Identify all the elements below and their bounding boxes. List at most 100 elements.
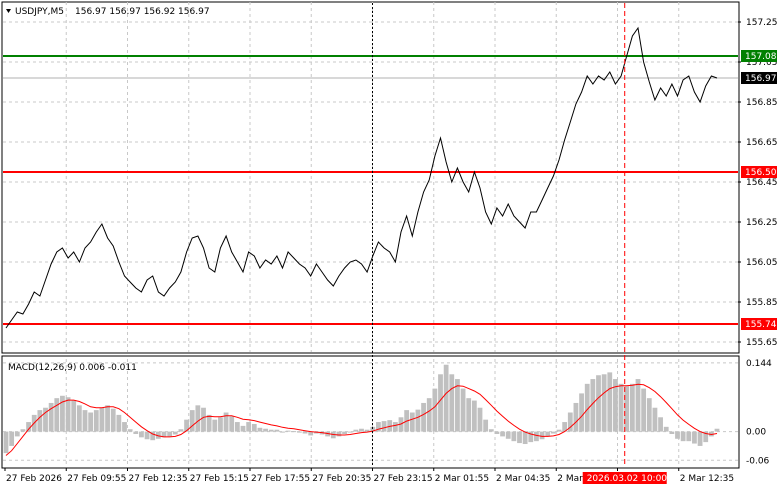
- time-tick-label: 27 Feb 12:35: [129, 474, 188, 484]
- macd-signal-line-group: [5, 383, 718, 456]
- macd-bar: [528, 431, 534, 443]
- time-tick-label: 27 Feb 15:15: [190, 474, 249, 484]
- macd-bar: [127, 429, 133, 432]
- macd-bar: [438, 374, 443, 432]
- macd-bar: [110, 408, 116, 432]
- macd-label: MACD(12,26,9) 0.006 -0.011: [8, 363, 137, 373]
- price-tick-label: 155.65: [746, 338, 778, 348]
- macd-bar: [387, 420, 393, 432]
- macd-bar: [370, 426, 376, 432]
- time-tick-label: 2 Mar 12:35: [680, 474, 734, 484]
- price-line: [5, 26, 718, 329]
- macd-bar: [703, 431, 709, 443]
- price-tick-label: 157.25: [746, 18, 778, 28]
- macd-tick-label: 0.00: [746, 428, 766, 438]
- macd-bar: [184, 419, 189, 432]
- macd-bar: [522, 431, 528, 445]
- macd-bar: [663, 426, 669, 432]
- price-line-group: [5, 26, 718, 329]
- price-tick-label: 155.85: [746, 298, 778, 308]
- macd-bar: [697, 431, 703, 446]
- macd-bar: [150, 431, 156, 441]
- separators: [372, 3, 626, 467]
- macd-bar: [629, 383, 635, 432]
- time-tick-label: 27 Feb 09:55: [67, 474, 126, 484]
- time-tick-label: 2 Mar 04:35: [496, 474, 550, 484]
- macd-bar: [291, 431, 297, 433]
- macd-bar: [268, 429, 274, 432]
- current-price-tag: [741, 72, 777, 84]
- macd-bar: [601, 374, 607, 432]
- macd-histogram: [3, 364, 720, 454]
- macd-bar: [483, 419, 489, 432]
- macd-bar: [246, 422, 252, 432]
- macd-bar: [460, 388, 466, 432]
- macd-bar: [686, 431, 692, 442]
- macd-bar: [556, 429, 562, 432]
- macd-bar: [443, 364, 449, 432]
- price-panel[interactable]: [1, 1, 740, 354]
- price-tick-label: 156.85: [746, 98, 778, 108]
- cursor-time-tag: [582, 472, 667, 484]
- macd-bar: [251, 423, 257, 432]
- macd-bar: [353, 429, 359, 432]
- macd-bar: [172, 431, 178, 435]
- macd-bar: [167, 431, 173, 437]
- time-tick-label: 27 Feb 20:35: [312, 474, 371, 484]
- macd-bar: [432, 388, 438, 432]
- macd-bar: [14, 431, 20, 437]
- macd-bar: [60, 395, 65, 432]
- price-tick-label: 156.45: [746, 178, 778, 188]
- time-tick-label: 2 Mar 01:55: [435, 474, 489, 484]
- macd-bar: [364, 429, 370, 432]
- macd-bar: [280, 431, 285, 433]
- macd-bar: [455, 379, 460, 432]
- macd-bar: [511, 431, 517, 442]
- level-price-tag-label: 155.74: [745, 320, 777, 330]
- macd-bar: [43, 407, 48, 432]
- macd-bar: [297, 431, 302, 433]
- macd-bar: [71, 400, 77, 432]
- macd-bar: [76, 405, 82, 432]
- macd-bar: [534, 431, 539, 442]
- macd-bar: [218, 417, 223, 432]
- macd-bar: [488, 429, 494, 432]
- cursor-time-tag-label: 2026.03.02 10:00: [587, 474, 668, 484]
- time-tick-label: 2 Mar: [557, 474, 583, 484]
- macd-bar: [505, 431, 511, 439]
- macd-bar: [122, 422, 127, 432]
- macd-bar: [9, 431, 15, 446]
- macd-bar: [517, 431, 522, 444]
- symbol-dropdown-icon[interactable]: [6, 9, 11, 13]
- macd-bar: [426, 398, 432, 432]
- level-price-tag-label: 156.50: [745, 168, 777, 178]
- macd-bar: [302, 431, 308, 434]
- macd-bar: [545, 431, 551, 437]
- macd-bar: [82, 410, 88, 432]
- macd-bar: [641, 388, 647, 432]
- macd-bar: [466, 398, 472, 432]
- macd-bar: [240, 425, 246, 432]
- macd-bar: [37, 410, 43, 432]
- time-tick-label: 27 Feb 2026: [6, 474, 62, 484]
- macd-bar: [48, 402, 54, 432]
- price-axis: 157.25 157.05 156.85 156.65 156.45 156.25 156.…: [738, 18, 778, 348]
- macd-bar: [692, 431, 697, 444]
- macd-bar: [234, 422, 240, 432]
- macd-bar: [133, 431, 139, 434]
- macd-bar: [144, 431, 150, 440]
- macd-bar: [223, 412, 229, 432]
- macd-bar: [359, 428, 364, 432]
- macd-bar: [652, 407, 658, 432]
- macd-bar: [26, 422, 31, 432]
- macd-bar: [3, 431, 9, 454]
- macd-bar: [550, 431, 556, 434]
- macd-bar: [409, 412, 415, 432]
- macd-bar: [105, 405, 110, 432]
- macd-bar: [494, 431, 500, 434]
- macd-bar: [714, 428, 720, 432]
- macd-bar: [579, 393, 584, 432]
- macd-bar: [539, 431, 545, 440]
- macd-tick-label: -0.06: [746, 456, 770, 466]
